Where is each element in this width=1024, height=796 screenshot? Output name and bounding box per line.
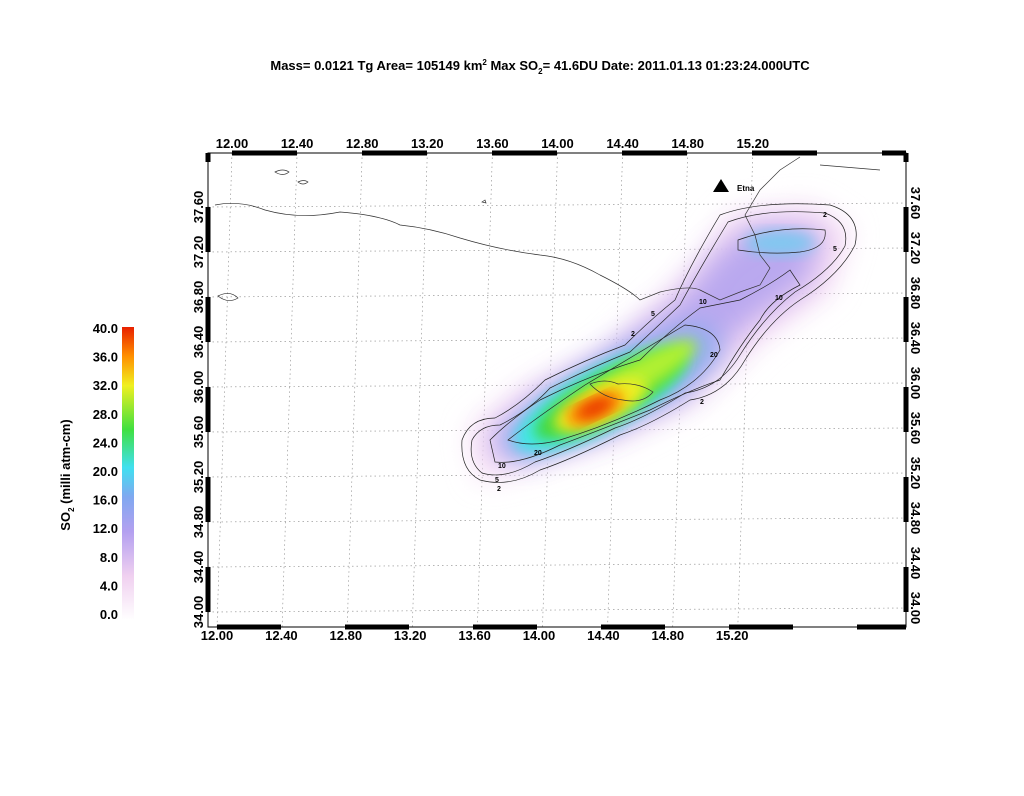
lon-tick-label: 14.40 (606, 136, 639, 151)
grid-line (208, 382, 906, 388)
contour-label: 2 (497, 486, 501, 493)
contour-label: 10 (699, 299, 707, 306)
lat-tick-label: 37.60 (908, 187, 923, 220)
title-area: Area= 105149 km (376, 58, 482, 73)
lat-tick-label: 34.80 (191, 506, 206, 539)
contour-label: 20 (710, 352, 718, 359)
colorbar-label-main: SO (58, 512, 73, 531)
lon-tick-label: 14.00 (541, 136, 574, 151)
colorbar-tick-label: 40.0 (93, 321, 118, 336)
colorbar-tick-label: 8.0 (100, 550, 118, 565)
title-rest: = 41.6DU Date: 2011.01.13 01:23:24.000UT… (543, 58, 811, 73)
title-max: Max SO (490, 58, 538, 73)
volcano-label: Etna (737, 184, 755, 193)
contour-label: 10 (775, 295, 783, 302)
colorbar-label-rest: (milli atm-cm) (58, 419, 73, 507)
frame-ticks (205, 150, 909, 630)
lat-tick-label: 34.40 (191, 551, 206, 584)
lon-tick-label: 12.40 (265, 628, 298, 643)
colorbar-tick-label: 32.0 (93, 378, 118, 393)
grid-line (208, 337, 906, 343)
lon-tick-label: 12.00 (201, 628, 234, 643)
colorbar-tick-label: 0.0 (100, 607, 118, 622)
lon-tick-label: 12.80 (346, 136, 379, 151)
lon-tick-label: 14.80 (652, 628, 685, 643)
lon-tick-label: 13.20 (394, 628, 427, 643)
colorbar-tick-label: 28.0 (93, 407, 118, 422)
lat-tick-label: 37.60 (191, 191, 206, 224)
lat-tick-label: 34.00 (191, 596, 206, 629)
colorbar-tick-label: 16.0 (93, 493, 118, 508)
contour-label: 5 (651, 311, 655, 318)
lon-tick-label: 13.20 (411, 136, 444, 151)
lon-tick-label: 14.80 (671, 136, 704, 151)
colorbar-tick-label: 4.0 (100, 578, 118, 593)
lon-tick-label: 14.00 (523, 628, 556, 643)
contour-label: 2 (823, 212, 827, 219)
volcano-marker (713, 179, 729, 192)
title-sup: 2 (482, 58, 487, 67)
grid-line (208, 427, 906, 433)
lat-tick-label: 36.80 (908, 277, 923, 310)
contour-label: 10 (498, 463, 506, 470)
grid-line (208, 562, 906, 568)
lon-tick-label: 13.60 (476, 136, 509, 151)
lon-tick-label: 14.40 (587, 628, 620, 643)
colorbar-tick-label: 12.0 (93, 521, 118, 536)
colorbar-tick-label: 24.0 (93, 435, 118, 450)
lat-tick-label: 35.20 (191, 461, 206, 494)
colorbar (122, 327, 134, 620)
colorbar-label: SO2 (milli atm-cm) (58, 419, 76, 530)
colorbar-label-sub: 2 (67, 507, 76, 512)
map-area: Etna 2 5 10 10 5 2 20 2 20 10 5 2 (208, 153, 906, 627)
contours (461, 203, 857, 483)
title-sub: 2 (538, 67, 543, 76)
lon-tick-label: 15.20 (737, 136, 770, 151)
contour-label: 5 (833, 246, 837, 253)
title-mass: Mass= 0.0121 Tg (270, 58, 373, 73)
grid-line (208, 472, 906, 478)
coastline (214, 156, 881, 402)
lat-tick-label: 34.40 (908, 547, 923, 580)
lat-tick-label: 37.20 (191, 236, 206, 269)
lat-tick-label: 36.00 (908, 367, 923, 400)
lat-tick-label: 34.80 (908, 502, 923, 535)
so2-plume (470, 205, 850, 480)
lon-tick-label: 13.60 (458, 628, 491, 643)
contour-label: 2 (631, 331, 635, 338)
lat-tick-label: 35.60 (191, 416, 206, 449)
colorbar-tick-label: 36.0 (93, 350, 118, 365)
lat-tick-label: 36.40 (191, 326, 206, 359)
contour-labels: 2 5 10 10 5 2 20 2 20 10 5 2 (495, 212, 837, 493)
lon-tick-label: 12.40 (281, 136, 314, 151)
lat-tick-label: 35.20 (908, 457, 923, 490)
lon-tick-label: 15.20 (716, 628, 749, 643)
contour-label: 2 (700, 399, 704, 406)
title: Mass= 0.0121 Tg Area= 105149 km2 Max SO2… (270, 58, 810, 76)
contour-label: 20 (534, 450, 542, 457)
lat-tick-label: 37.20 (908, 232, 923, 265)
grid-line (208, 607, 906, 613)
lat-tick-label: 36.80 (191, 281, 206, 314)
contour-label: 5 (495, 477, 499, 484)
colorbar-tick-label: 20.0 (93, 464, 118, 479)
lat-tick-label: 36.00 (191, 371, 206, 404)
lat-tick-label: 36.40 (908, 322, 923, 355)
lon-tick-label: 12.00 (216, 136, 249, 151)
lat-tick-label: 34.00 (908, 592, 923, 625)
grid-line (208, 517, 906, 523)
lon-tick-label: 12.80 (330, 628, 363, 643)
lat-tick-label: 35.60 (908, 412, 923, 445)
